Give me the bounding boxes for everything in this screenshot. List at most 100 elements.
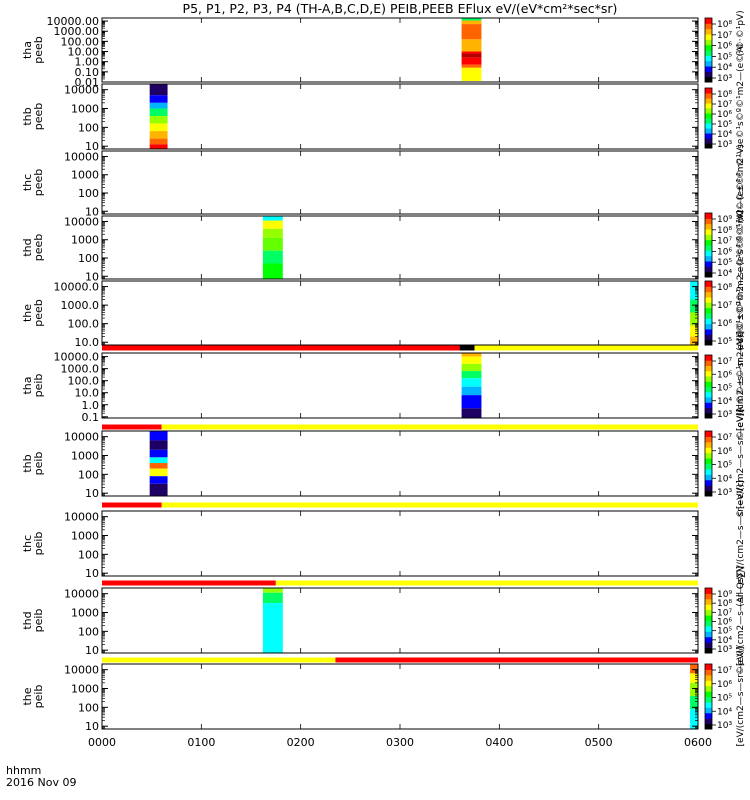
panel-frame bbox=[101, 280, 699, 346]
colorbar-swatch bbox=[705, 39, 712, 46]
colorbar-swatch bbox=[705, 386, 712, 393]
colorbar: 10⁸ 10⁷ 10⁶ 10⁵ bbox=[704, 280, 732, 347]
colorbar-tick-label: 10⁶ bbox=[717, 447, 732, 457]
colorbar-tick-label: 10⁵ bbox=[717, 258, 732, 268]
colorbar-swatch bbox=[705, 329, 712, 335]
colorbar-swatch bbox=[705, 452, 712, 459]
y-tick-label: 10000 bbox=[64, 84, 99, 97]
spectrogram-cell bbox=[461, 363, 482, 372]
colorbar-tick-label: 10⁷ bbox=[717, 237, 732, 247]
colorbar-tick-label: 10⁵ bbox=[717, 120, 732, 130]
status-bar-segment bbox=[335, 657, 698, 663]
colorbar-tick-label: 10⁷ bbox=[717, 301, 732, 311]
colorbar-tick-label: 10³ bbox=[717, 410, 732, 420]
colorbar-swatch bbox=[705, 479, 712, 486]
colorbar-frame bbox=[704, 663, 713, 730]
y-tick-label: 10000.0 bbox=[54, 281, 100, 294]
colorbar-unit-label: ©[eV/(cm2—s—sr—eV)] bbox=[736, 409, 746, 518]
colorbar-tick-label: 10⁵ bbox=[717, 627, 732, 637]
colorbar-swatch bbox=[705, 50, 712, 56]
colorbar-swatch bbox=[705, 339, 712, 346]
colorbar-swatch bbox=[705, 631, 712, 638]
y-tick-label: 10 bbox=[85, 270, 99, 283]
spectrogram-cell bbox=[149, 468, 168, 477]
y-tick-label: 1000.0 bbox=[61, 299, 100, 312]
panel-label-product: peib bbox=[32, 452, 45, 476]
y-tick-label: 10.00 bbox=[68, 46, 100, 59]
colorbar-tick-label: 10⁶ bbox=[717, 319, 732, 329]
colorbar-swatch bbox=[705, 447, 712, 454]
y-tick-label: 1.00 bbox=[75, 56, 100, 69]
status-bar-segment bbox=[102, 657, 336, 663]
y-tick-label: 1000 bbox=[71, 449, 99, 462]
colorbar-swatch bbox=[705, 60, 712, 67]
panel-label-probe: the bbox=[21, 304, 34, 322]
colorbar-swatch bbox=[705, 598, 712, 605]
spectrogram-cell bbox=[262, 592, 283, 604]
spectrogram-cell bbox=[690, 299, 698, 313]
colorbar-swatch bbox=[705, 723, 712, 730]
spectrogram-cell bbox=[461, 18, 482, 21]
spectrogram-cell bbox=[461, 371, 482, 379]
colorbar-tick-label: 10⁷ bbox=[717, 31, 732, 41]
colorbar-swatch bbox=[705, 71, 712, 78]
colorbar-tick-label: 10⁵ bbox=[717, 461, 732, 471]
colorbar-tick-label: 10⁶ bbox=[717, 110, 732, 120]
panel-label-product: peib bbox=[32, 609, 45, 633]
colorbar-tick-label: 10⁸ bbox=[717, 90, 732, 100]
spectrogram-cell bbox=[461, 408, 482, 418]
spectrogram-cell bbox=[262, 220, 283, 229]
colorbar-tick-label: 10³ bbox=[717, 140, 732, 150]
colorbar-swatch bbox=[705, 365, 712, 372]
colorbar-frame bbox=[704, 354, 713, 419]
colorbar-swatch bbox=[705, 647, 712, 654]
spectrogram-cell bbox=[461, 57, 482, 65]
colorbar-swatch bbox=[705, 696, 712, 703]
colorbar-tick-label: 10⁴ bbox=[717, 63, 732, 73]
colorbar-tick-label: 10⁵ bbox=[717, 337, 732, 347]
colorbar-swatch bbox=[705, 397, 712, 403]
spectrogram-cell bbox=[262, 237, 283, 251]
spectrogram-cell bbox=[461, 51, 482, 54]
spectrogram-cell bbox=[149, 440, 168, 450]
colorbar-unit-label: (All Qs∑V/(cm2—s—sr—eV)] bbox=[736, 480, 746, 606]
colorbar-unit-label: (Al©©±©¹m2—se©¹s©º©¹m2—(e©¹©·©¹pV) bbox=[736, 10, 746, 222]
colorbar-swatch bbox=[705, 113, 712, 119]
status-bar-segment bbox=[275, 580, 698, 586]
colorbar-swatch bbox=[705, 609, 712, 616]
panel-frame bbox=[101, 215, 699, 280]
y-tick-label: 10 bbox=[85, 720, 99, 733]
panel-frame bbox=[101, 150, 699, 215]
colorbar-tick-label: 10⁵ bbox=[717, 52, 732, 62]
colorbar-swatch bbox=[705, 463, 712, 470]
colorbar-tick-label: 10⁴ bbox=[717, 130, 732, 140]
colorbar-swatch bbox=[705, 334, 712, 341]
colorbar-tick-label: 10⁴ bbox=[717, 474, 732, 484]
colorbar-swatch bbox=[705, 118, 712, 124]
colorbar-swatch bbox=[705, 123, 712, 129]
colorbar-swatch bbox=[705, 234, 712, 241]
colorbar-swatch bbox=[705, 360, 712, 366]
colorbar-tick-label: 10⁶ bbox=[717, 370, 732, 380]
colorbar-tick-label: 10³ bbox=[717, 74, 732, 84]
spectrogram-cell bbox=[149, 116, 168, 124]
colorbar-swatch bbox=[705, 636, 712, 643]
spectrogram-cell bbox=[262, 603, 283, 653]
panel-the-peeb: 10000.01000.0100.010.0thepeeb10⁸10⁷10⁶10… bbox=[21, 210, 746, 416]
colorbar-tick-label: 10⁴ bbox=[717, 707, 732, 717]
colorbar-tick-label: 10⁶ bbox=[717, 247, 732, 257]
colorbar-swatch bbox=[705, 286, 712, 293]
colorbar-swatch bbox=[705, 407, 712, 414]
colorbar-swatch bbox=[705, 138, 712, 144]
spectrogram-cell bbox=[149, 431, 168, 441]
colorbar-frame bbox=[704, 430, 713, 497]
spectrogram-cell bbox=[690, 673, 698, 683]
panel-frame bbox=[101, 510, 699, 577]
colorbar-tick-label: 10³ bbox=[717, 721, 732, 731]
